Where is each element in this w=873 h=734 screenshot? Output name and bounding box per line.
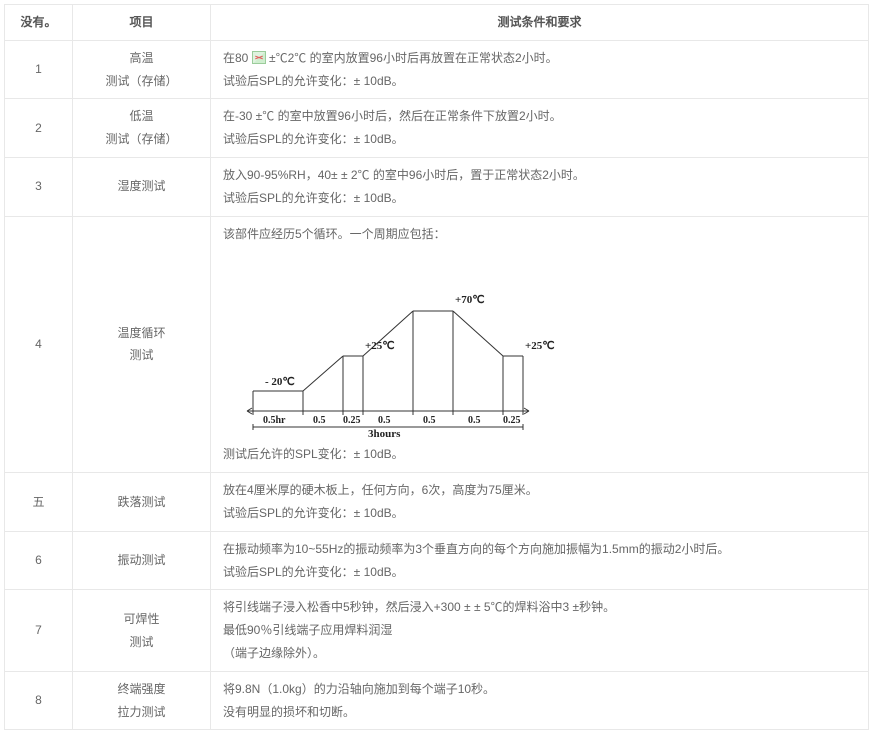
cell-no: 五 (5, 473, 73, 532)
svg-text:0.5: 0.5 (378, 415, 391, 426)
header-item: 项目 (73, 5, 211, 41)
svg-text:- 20℃: - 20℃ (265, 376, 295, 388)
cell-no: 3 (5, 157, 73, 216)
item-line: 可焊性 (81, 608, 202, 631)
table-header-row: 没有。 项目 测试条件和要求 (5, 5, 869, 41)
cell-item: 跌落测试 (73, 473, 211, 532)
cell-no: 6 (5, 531, 73, 590)
table-row: 8终端强度拉力测试将9.8N（1.0kg）的力沿轴向施加到每个端子10秒。没有明… (5, 671, 869, 730)
header-cond: 测试条件和要求 (211, 5, 869, 41)
svg-text:0.5hr: 0.5hr (263, 415, 286, 426)
cond-line: 将引线端子浸入松香中5秒钟，然后浸入+300 ± ± 5℃的焊料浴中3 ±秒钟。 (223, 596, 860, 619)
cond-line: （端子边缘除外）。 (223, 642, 860, 665)
cell-item: 湿度测试 (73, 157, 211, 216)
svg-text:0.5: 0.5 (313, 415, 326, 426)
reliability-test-table: 没有。 项目 测试条件和要求 1高温测试（存储）在80 ±℃2℃ 的室内放置96… (4, 4, 869, 730)
svg-text:3hours: 3hours (368, 428, 401, 440)
item-line: 温度循环 (81, 322, 202, 345)
cell-conditions: 将9.8N（1.0kg）的力沿轴向施加到每个端子10秒。没有明显的损坏和切断。 (211, 671, 869, 730)
item-line: 测试（存储） (81, 70, 202, 93)
cond-line: 该部件应经历5个循环。一个周期应包括： (223, 223, 860, 246)
item-line: 振动测试 (81, 549, 202, 572)
item-line: 测试 (81, 344, 202, 367)
cond-line: 放在4厘米厚的硬木板上，任何方向，6次，高度为75厘米。 (223, 479, 860, 502)
table-row: 1高温测试（存储）在80 ±℃2℃ 的室内放置96小时后再放置在正常状态2小时。… (5, 40, 869, 99)
cell-conditions: 将引线端子浸入松香中5秒钟，然后浸入+300 ± ± 5℃的焊料浴中3 ±秒钟。… (211, 590, 869, 671)
cell-item: 温度循环测试 (73, 216, 211, 473)
item-line: 低温 (81, 105, 202, 128)
cell-no: 8 (5, 671, 73, 730)
svg-text:+25℃: +25℃ (525, 340, 555, 352)
cell-item: 低温测试（存储） (73, 99, 211, 158)
item-line: 测试（存储） (81, 128, 202, 151)
cond-line: 在振动频率为10~55Hz的振动频率为3个垂直方向的每个方向施加振幅为1.5mm… (223, 538, 860, 561)
cell-item: 振动测试 (73, 531, 211, 590)
cell-conditions: 放入90-95%RH，40± ± 2℃ 的室中96小时后，置于正常状态2小时。试… (211, 157, 869, 216)
cond-line: 将9.8N（1.0kg）的力沿轴向施加到每个端子10秒。 (223, 678, 860, 701)
svg-text:0.5: 0.5 (468, 415, 481, 426)
cond-line: 试验后SPL的允许变化：± 10dB。 (223, 187, 860, 210)
cell-conditions: 在80 ±℃2℃ 的室内放置96小时后再放置在正常状态2小时。试验后SPL的允许… (211, 40, 869, 99)
cell-conditions: 在-30 ±℃ 的室中放置96小时后，然后在正常条件下放置2小时。试验后SPL的… (211, 99, 869, 158)
table-row: 2低温测试（存储）在-30 ±℃ 的室中放置96小时后，然后在正常条件下放置2小… (5, 99, 869, 158)
item-line: 终端强度 (81, 678, 202, 701)
cond-line: 最低90％引线端子应用焊料润湿 (223, 619, 860, 642)
table-row: 4温度循环测试该部件应经历5个循环。一个周期应包括：- 20℃+25℃+70℃+… (5, 216, 869, 473)
cell-no: 7 (5, 590, 73, 671)
item-line: 拉力测试 (81, 701, 202, 724)
cell-item: 终端强度拉力测试 (73, 671, 211, 730)
cell-item: 可焊性测试 (73, 590, 211, 671)
cond-text: 在80 (223, 51, 252, 65)
item-line: 湿度测试 (81, 175, 202, 198)
table-row: 3 湿度测试放入90-95%RH，40± ± 2℃ 的室中96小时后，置于正常状态… (5, 157, 869, 216)
diagram-wrap: - 20℃ +25℃ +70℃ +25℃ 0.5hr 0.5 0.25 0.5 0.5 0.5 0.… (223, 245, 860, 443)
item-line: 高温 (81, 47, 202, 70)
cell-conditions: 该部件应经历5个循环。一个周期应包括： - 20℃ +25℃ +70℃ +25℃ 0.5h… (211, 216, 869, 473)
temperature-cycle-diagram: - 20℃ +25℃ +70℃ +25℃ 0.5hr 0.5 0.25 0.5 0.5 0.5 0.… (223, 251, 643, 441)
cond-text: ±℃2℃ 的室内放置96小时后再放置在正常状态2小时。 (266, 51, 558, 65)
cond-line: 没有明显的损坏和切断。 (223, 701, 860, 724)
cell-conditions: 在振动频率为10~55Hz的振动频率为3个垂直方向的每个方向施加振幅为1.5mm… (211, 531, 869, 590)
header-no: 没有。 (5, 5, 73, 41)
item-line: 跌落测试 (81, 491, 202, 514)
cell-no: 2 (5, 99, 73, 158)
cond-line: 在-30 ±℃ 的室中放置96小时后，然后在正常条件下放置2小时。 (223, 105, 860, 128)
cond-line: 在80 ±℃2℃ 的室内放置96小时后再放置在正常状态2小时。 (223, 47, 860, 70)
cell-no: 4 (5, 216, 73, 473)
cell-conditions: 放在4厘米厚的硬木板上，任何方向，6次，高度为75厘米。试验后SPL的允许变化：… (211, 473, 869, 532)
cond-line: 试验后SPL的允许变化：± 10dB。 (223, 502, 860, 525)
cell-no: 1 (5, 40, 73, 99)
cond-line: 试验后SPL的允许变化：± 10dB。 (223, 70, 860, 93)
svg-text:0.5: 0.5 (423, 415, 436, 426)
cell-item: 高温测试（存储） (73, 40, 211, 99)
svg-text:+25℃: +25℃ (365, 340, 395, 352)
table-row: 6 振动测试在振动频率为10~55Hz的振动频率为3个垂直方向的每个方向施加振幅为… (5, 531, 869, 590)
table-row: 五跌落测试放在4厘米厚的硬木板上，任何方向，6次，高度为75厘米。试验后SPL的… (5, 473, 869, 532)
svg-text:0.25: 0.25 (503, 415, 521, 426)
cond-line: 试验后SPL的允许变化：± 10dB。 (223, 128, 860, 151)
table-row: 7可焊性测试将引线端子浸入松香中5秒钟，然后浸入+300 ± ± 5℃的焊料浴中… (5, 590, 869, 671)
svg-text:+70℃: +70℃ (455, 294, 485, 306)
cond-line: 测试后允许的SPL变化：± 10dB。 (223, 443, 860, 466)
cond-line: 放入90-95%RH，40± ± 2℃ 的室中96小时后，置于正常状态2小时。 (223, 164, 860, 187)
item-line: 测试 (81, 631, 202, 654)
svg-text:0.25: 0.25 (343, 415, 361, 426)
broken-image-icon (252, 51, 266, 64)
cond-line: 试验后SPL的允许变化：± 10dB。 (223, 561, 860, 584)
